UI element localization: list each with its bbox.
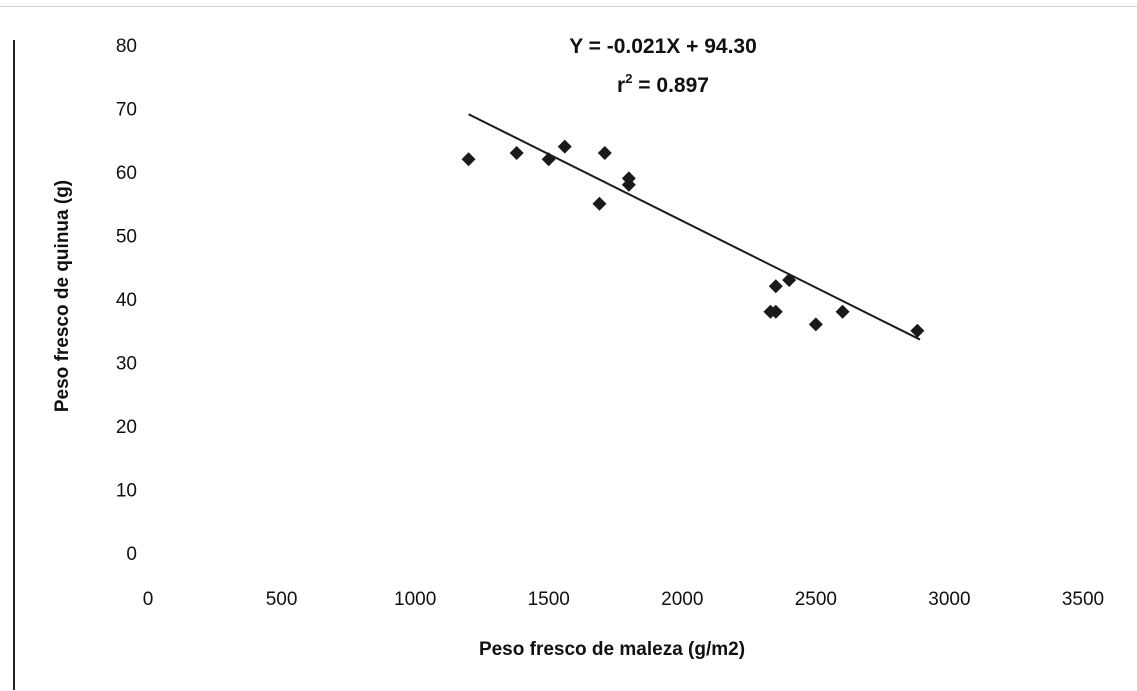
data-point (782, 272, 797, 287)
data-point (509, 145, 524, 160)
trendline-equation: Y = -0.021X + 94.30 (569, 35, 757, 58)
y-tick-label: 70 (116, 100, 137, 121)
y-tick-label: 30 (116, 354, 137, 375)
x-tick-label: 1000 (394, 589, 436, 610)
scan-top-edge (0, 6, 1137, 7)
data-points (461, 139, 925, 338)
x-tick-label: 2500 (795, 589, 837, 610)
r-squared-label: r2 = 0.897 (617, 71, 709, 97)
data-point (621, 177, 636, 192)
y-tick-label: 0 (126, 544, 137, 565)
data-point (808, 317, 823, 332)
r-squared-exponent: 2 (625, 71, 632, 86)
y-tick-label: 80 (116, 36, 137, 57)
x-axis-title: Peso fresco de maleza (g/m2) (479, 639, 745, 660)
data-point (597, 145, 612, 160)
x-tick-label: 3000 (928, 589, 970, 610)
r-squared-prefix: r (617, 74, 625, 97)
x-tick-label: 0 (143, 589, 154, 610)
y-axis-title: Peso fresco de quinua (g) (52, 180, 73, 412)
x-tick-label: 1500 (528, 589, 570, 610)
y-tick-label: 60 (116, 163, 137, 184)
data-point (910, 323, 925, 338)
data-point (557, 139, 572, 154)
y-tick-label: 20 (116, 417, 137, 438)
y-tick-label: 10 (116, 481, 137, 502)
r-squared-value: = 0.897 (632, 74, 708, 97)
x-tick-label: 3500 (1062, 589, 1104, 610)
data-point (541, 152, 556, 167)
y-tick-labels: 0 10 20 30 40 50 60 70 80 (116, 36, 137, 565)
x-tick-labels: 0 500 1000 1500 2000 2500 3000 3500 (143, 589, 1104, 610)
trendline (468, 113, 921, 341)
data-point (768, 279, 783, 294)
data-point (592, 196, 607, 211)
data-point (461, 152, 476, 167)
x-tick-label: 2000 (661, 589, 703, 610)
y-tick-label: 40 (116, 290, 137, 311)
data-point (768, 304, 783, 319)
y-tick-label: 50 (116, 227, 137, 248)
data-point (835, 304, 850, 319)
scan-left-edge (13, 40, 15, 690)
x-tick-label: 500 (266, 589, 298, 610)
trendline-group (468, 113, 921, 341)
